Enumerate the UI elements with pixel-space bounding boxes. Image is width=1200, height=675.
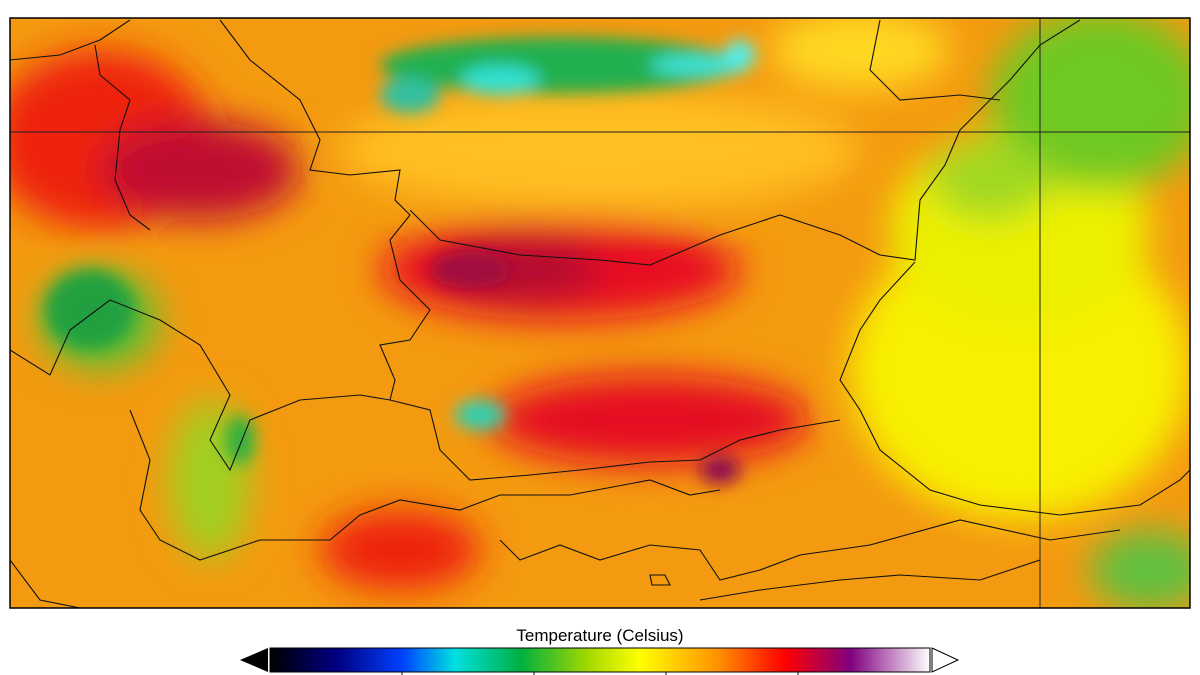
colorbar-scale	[269, 647, 931, 673]
map-frame	[9, 17, 1191, 609]
colorbar	[240, 647, 960, 675]
colorbar-under-arrow	[240, 648, 268, 672]
colorbar-over-arrow	[931, 647, 960, 673]
borders	[10, 19, 1190, 608]
temperature-field	[10, 18, 1190, 608]
colorbar-title: Temperature (Celsius)	[516, 626, 683, 645]
